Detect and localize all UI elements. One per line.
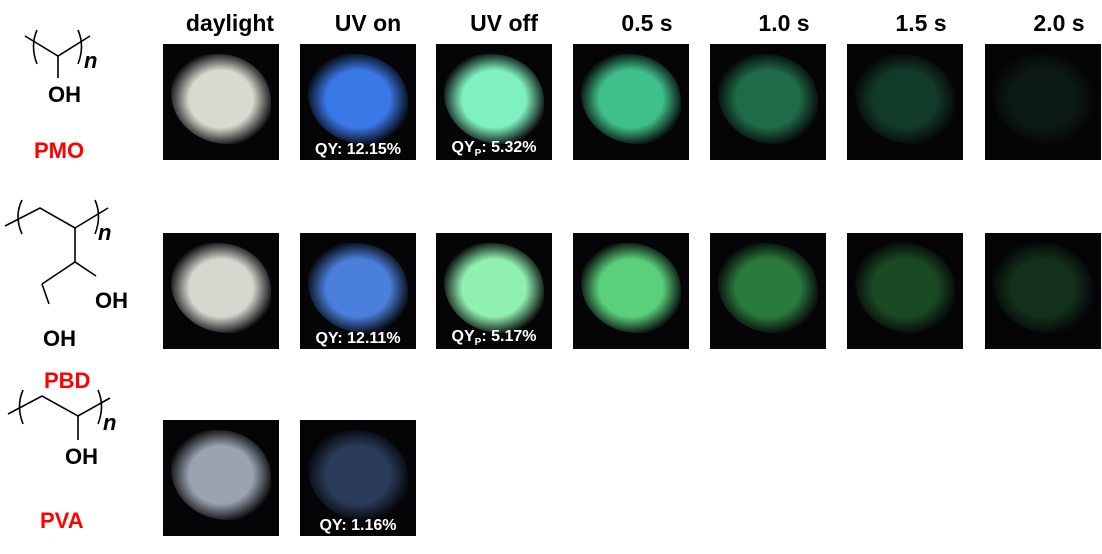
qy-label: QY: 12.11% xyxy=(315,330,401,347)
photo-pbd-3 xyxy=(573,233,689,349)
photo-pbd-4 xyxy=(710,233,826,349)
svg-text:OH: OH xyxy=(43,326,76,351)
header-uv-off: UV off xyxy=(470,10,538,36)
header-1-0s: 1.0 s xyxy=(758,10,810,36)
svg-text:n: n xyxy=(103,410,116,435)
photo-pbd-6 xyxy=(985,233,1101,349)
pmo-structure: OH n xyxy=(24,29,97,107)
qy-label: QY: 1.16% xyxy=(319,517,397,534)
svg-text:OH: OH xyxy=(95,288,128,313)
photo-pmo-5 xyxy=(847,44,963,160)
photo-pbd-1: QY: 12.11% xyxy=(300,233,416,349)
svg-text:OH: OH xyxy=(65,444,98,469)
photo-pmo-1: QY: 12.15% xyxy=(300,44,416,160)
photo-pbd-0 xyxy=(163,233,279,349)
sample-powder xyxy=(308,243,408,333)
sample-powder xyxy=(993,54,1093,144)
photo-pbd-2: QYP: 5.17% xyxy=(436,233,552,349)
sample-powder xyxy=(718,54,818,144)
photo-pmo-4 xyxy=(710,44,826,160)
qy-label: QY: 12.15% xyxy=(315,141,401,158)
svg-text:OH: OH xyxy=(48,82,81,107)
qyp-label: QYP: 5.32% xyxy=(451,138,537,159)
header-0-5s: 0.5 s xyxy=(621,10,673,36)
sample-powder xyxy=(993,243,1093,333)
sample-powder xyxy=(171,430,271,520)
sample-powder xyxy=(171,243,271,333)
pmo-label: PMO xyxy=(34,138,85,163)
pbd-structure: OH OH n xyxy=(4,199,128,351)
sample-powder xyxy=(444,243,544,333)
photo-pmo-6 xyxy=(985,44,1101,160)
header-2-0s: 2.0 s xyxy=(1033,10,1085,36)
header-daylight: daylight xyxy=(185,10,275,36)
qyp-label: QYP: 5.17% xyxy=(451,327,537,348)
sample-powder xyxy=(444,54,544,144)
sample-powder xyxy=(855,54,955,144)
photo-pva-1: QY: 1.16% xyxy=(300,420,416,536)
sample-powder xyxy=(308,430,408,520)
sample-powder xyxy=(308,54,408,144)
photo-pbd-5 xyxy=(847,233,963,349)
sample-powder xyxy=(581,54,681,144)
svg-text:n: n xyxy=(84,48,97,73)
photo-pmo-3 xyxy=(573,44,689,160)
sample-powder xyxy=(718,243,818,333)
header-1-5s: 1.5 s xyxy=(895,10,947,36)
pbd-label: PBD xyxy=(44,368,91,393)
sample-powder xyxy=(855,243,955,333)
pva-label: PVA xyxy=(40,508,84,533)
photo-pmo-0 xyxy=(163,44,279,160)
pva-structure: OH n xyxy=(7,389,116,469)
sample-powder xyxy=(581,243,681,333)
header-uv-on: UV on xyxy=(334,10,402,36)
photo-pmo-2: QYP: 5.32% xyxy=(436,44,552,160)
sample-powder xyxy=(171,54,271,144)
photo-pva-0 xyxy=(163,420,279,536)
svg-text:n: n xyxy=(98,220,111,245)
